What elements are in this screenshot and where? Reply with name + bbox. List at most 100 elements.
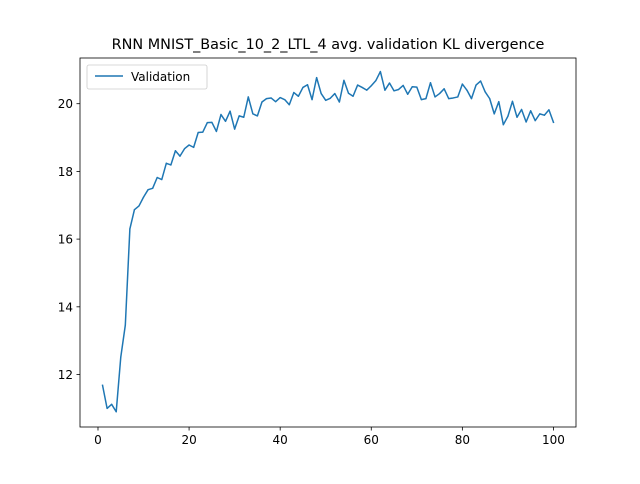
x-tick-label: 80 bbox=[455, 433, 470, 447]
data-point bbox=[498, 101, 500, 103]
data-point bbox=[484, 91, 486, 93]
data-point bbox=[256, 115, 258, 117]
data-point bbox=[179, 155, 181, 157]
chart-title: RNN MNIST_Basic_10_2_LTL_4 avg. validati… bbox=[112, 37, 545, 53]
data-point bbox=[425, 98, 427, 100]
data-point bbox=[543, 114, 545, 116]
data-point bbox=[429, 82, 432, 84]
data-point bbox=[457, 96, 459, 98]
data-point bbox=[174, 150, 177, 152]
data-point bbox=[265, 98, 268, 100]
data-point bbox=[306, 84, 309, 86]
data-point bbox=[129, 228, 131, 230]
data-point bbox=[475, 84, 477, 86]
data-point bbox=[252, 113, 254, 115]
legend-label-validation: Validation bbox=[131, 70, 190, 84]
data-point bbox=[142, 196, 145, 198]
data-point bbox=[238, 115, 240, 117]
series-line-validation bbox=[101, 70, 555, 413]
x-tick-label: 40 bbox=[273, 433, 288, 447]
series-layer bbox=[101, 70, 555, 413]
data-point bbox=[338, 101, 340, 103]
legend: Validation bbox=[86, 64, 208, 90]
x-tick-label: 20 bbox=[181, 433, 196, 447]
data-point bbox=[402, 84, 404, 87]
data-point bbox=[347, 92, 350, 94]
data-point bbox=[548, 109, 550, 111]
data-point bbox=[311, 99, 313, 101]
data-point bbox=[270, 97, 272, 99]
data-point bbox=[534, 120, 536, 122]
data-point bbox=[152, 187, 154, 189]
data-point bbox=[133, 209, 136, 211]
y-tick-label: 18 bbox=[58, 165, 73, 179]
data-point bbox=[366, 89, 368, 91]
data-point bbox=[243, 116, 245, 118]
data-point bbox=[147, 189, 149, 191]
data-point bbox=[530, 110, 532, 112]
x-tick-label: 100 bbox=[542, 433, 565, 447]
data-point bbox=[516, 116, 518, 118]
data-point bbox=[393, 90, 395, 92]
data-point bbox=[420, 99, 422, 101]
data-point bbox=[552, 121, 555, 123]
x-tick-label: 0 bbox=[94, 433, 102, 447]
data-point bbox=[398, 88, 400, 91]
data-point bbox=[293, 91, 295, 94]
data-point bbox=[411, 86, 413, 88]
y-tick-label: 20 bbox=[58, 97, 73, 111]
data-point bbox=[525, 121, 527, 123]
data-point bbox=[215, 130, 218, 133]
data-point bbox=[434, 96, 436, 98]
data-point bbox=[202, 131, 204, 133]
data-point bbox=[479, 80, 482, 82]
data-point bbox=[279, 97, 281, 99]
data-point bbox=[284, 99, 286, 101]
data-point bbox=[461, 83, 463, 85]
data-point bbox=[334, 92, 336, 95]
data-point bbox=[234, 128, 236, 130]
data-point bbox=[111, 403, 113, 405]
data-point bbox=[156, 176, 158, 179]
data-point bbox=[539, 113, 541, 115]
data-point bbox=[138, 205, 140, 207]
data-point bbox=[320, 92, 322, 95]
data-point bbox=[297, 95, 299, 97]
y-tick-label: 12 bbox=[58, 368, 73, 382]
data-point bbox=[388, 82, 391, 84]
data-point bbox=[115, 411, 117, 413]
data-point bbox=[370, 85, 372, 87]
data-point bbox=[470, 98, 473, 100]
data-point bbox=[379, 70, 381, 73]
data-point bbox=[220, 113, 222, 116]
x-axis: 0 20 40 60 80 100 bbox=[94, 427, 565, 447]
plot-frame bbox=[79, 57, 577, 428]
data-point bbox=[101, 384, 104, 386]
data-point bbox=[438, 92, 441, 95]
data-point bbox=[325, 99, 327, 101]
data-point bbox=[120, 356, 122, 358]
data-point bbox=[106, 407, 108, 409]
data-point bbox=[466, 89, 468, 91]
data-point bbox=[188, 144, 190, 146]
x-tick-label: 60 bbox=[364, 433, 379, 447]
data-point bbox=[448, 98, 450, 100]
data-point bbox=[206, 122, 208, 124]
data-point bbox=[507, 115, 509, 117]
legend-box bbox=[86, 64, 208, 90]
data-point bbox=[502, 124, 504, 126]
data-point bbox=[316, 77, 318, 79]
data-point bbox=[275, 101, 277, 103]
data-point bbox=[493, 113, 495, 115]
data-point bbox=[197, 131, 199, 134]
data-point bbox=[407, 93, 409, 95]
data-point bbox=[170, 164, 172, 166]
data-point bbox=[229, 110, 231, 112]
data-point bbox=[384, 89, 386, 91]
data-point bbox=[288, 104, 290, 106]
data-point bbox=[511, 100, 514, 102]
data-point bbox=[124, 324, 126, 326]
data-point bbox=[416, 86, 418, 88]
data-point bbox=[489, 98, 491, 100]
